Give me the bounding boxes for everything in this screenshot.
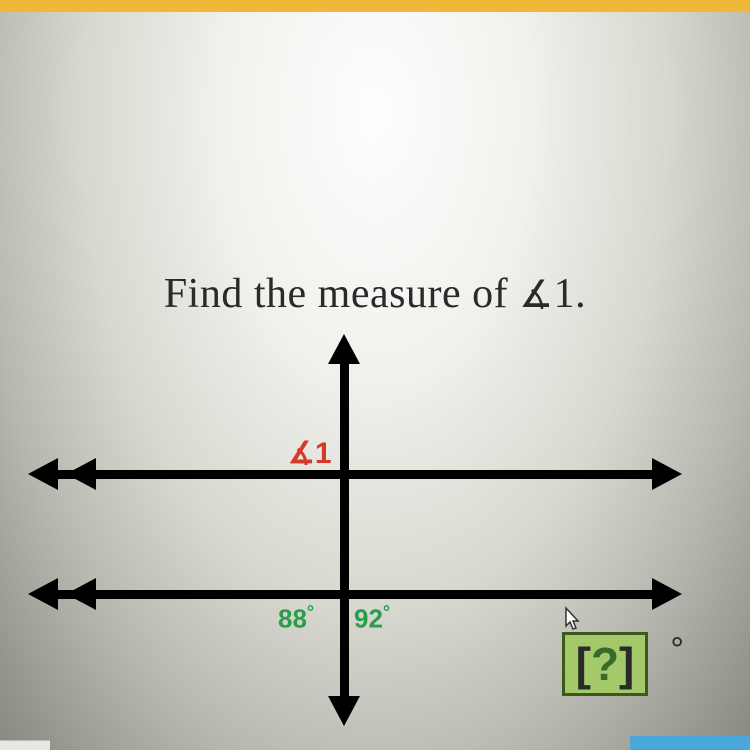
vertical-transversal (340, 348, 349, 712)
angle-1-label: ∡1 (288, 436, 332, 471)
deg-value: 88 (278, 604, 307, 634)
bottom-blue-button[interactable] (630, 736, 750, 750)
answer-input-box[interactable]: [?] (562, 632, 648, 696)
arrow-left-double-icon (66, 458, 96, 490)
degree-symbol: ° (307, 602, 314, 622)
angle-symbol: ∡ (519, 274, 554, 316)
arrow-up-icon (328, 334, 360, 364)
arrow-left-icon (28, 458, 58, 490)
angle-symbol: ∡ (288, 437, 315, 470)
arrow-left-icon (28, 578, 58, 610)
parallel-line-bottom (45, 590, 665, 599)
angle-num: 1 (315, 437, 332, 470)
question-text: Find the measure of ∡1. (0, 270, 750, 318)
degree-unit: ° (670, 631, 684, 670)
bottom-bar (0, 740, 50, 750)
parallel-line-top (45, 470, 665, 479)
arrow-right-icon (652, 458, 682, 490)
arrow-left-double-icon (66, 578, 96, 610)
top-orange-bar (0, 0, 750, 12)
question-suffix: . (575, 271, 586, 317)
geometry-diagram: ∡1 88° 92° [?] ° (30, 340, 720, 720)
arrow-right-icon (652, 578, 682, 610)
arrow-down-icon (328, 696, 360, 726)
degree-symbol: ° (383, 602, 390, 622)
angle-88-label: 88° (278, 602, 314, 635)
question-prefix: Find the measure of (164, 271, 519, 317)
bracket-left: [ (576, 637, 591, 691)
angle-92-label: 92° (354, 602, 390, 635)
question-mark: ? (591, 637, 619, 691)
bracket-right: ] (619, 637, 634, 691)
deg-value: 92 (354, 604, 383, 634)
angle-number: 1 (554, 271, 576, 317)
